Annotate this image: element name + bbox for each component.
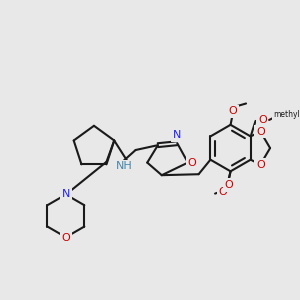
Text: O: O [258,115,267,125]
Text: O: O [256,127,265,136]
Text: O: O [224,180,233,190]
Text: O: O [256,160,265,170]
Text: methyl: methyl [273,110,300,119]
Text: N: N [62,189,70,199]
Text: O: O [188,158,196,168]
Text: O: O [61,233,70,243]
Text: O: O [218,187,227,197]
Text: O: O [228,106,237,116]
Text: NH: NH [116,161,132,172]
Text: N: N [173,130,182,140]
